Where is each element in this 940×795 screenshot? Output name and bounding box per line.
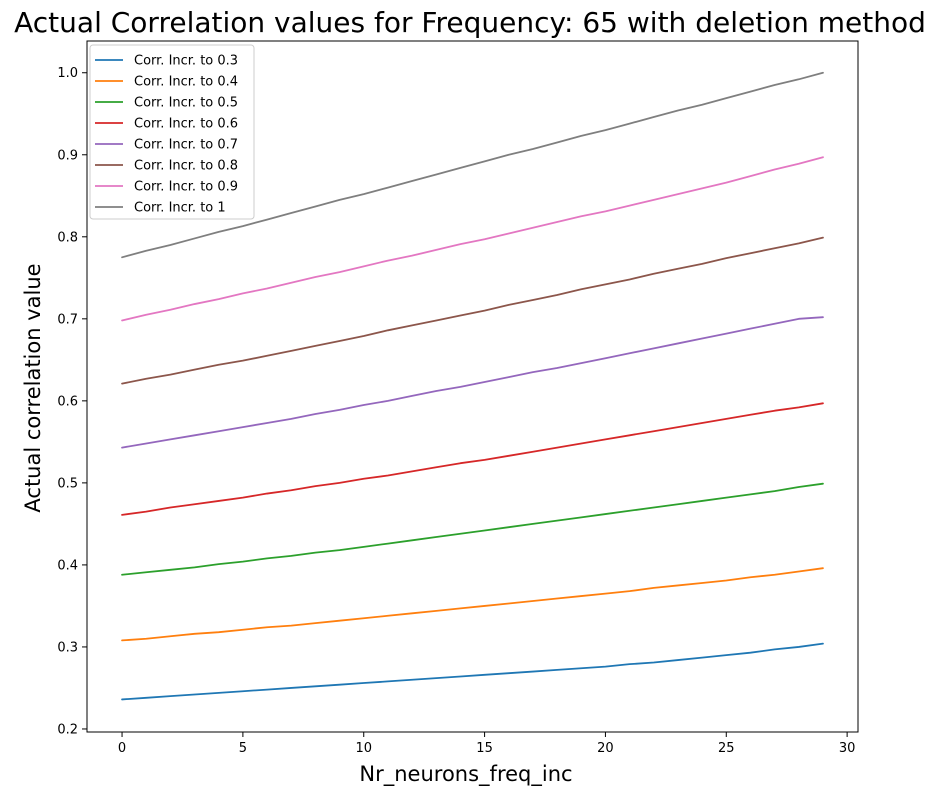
series-line-8 xyxy=(121,71,824,259)
series-line-1 xyxy=(121,642,824,701)
series-line-7 xyxy=(121,156,824,322)
series-layer xyxy=(121,71,824,701)
legend-label-2: Corr. Incr. to 0.4 xyxy=(134,75,238,90)
y-tick-label: 0.5 xyxy=(57,476,78,491)
x-tick-label: 0 xyxy=(118,741,126,756)
series-line-4 xyxy=(121,402,824,516)
series-line-6 xyxy=(121,236,824,385)
y-tick-label: 0.9 xyxy=(57,148,78,163)
x-tick-label: 25 xyxy=(718,741,735,756)
series-line-3 xyxy=(121,482,824,576)
legend-frame xyxy=(89,44,255,220)
x-tick-label: 20 xyxy=(597,741,614,756)
y-tick-label: 0.6 xyxy=(57,394,78,409)
legend-label-3: Corr. Incr. to 0.5 xyxy=(134,96,238,111)
x-axis: 0 5 10 15 20 25 30 xyxy=(118,732,855,756)
series-line-2 xyxy=(121,567,824,642)
y-tick-label: 0.4 xyxy=(57,558,78,573)
x-tick-label: 10 xyxy=(355,741,372,756)
legend-label-4: Corr. Incr. to 0.6 xyxy=(134,117,238,132)
y-tick-label: 0.8 xyxy=(57,230,78,245)
legend-label-7: Corr. Incr. to 0.9 xyxy=(134,180,238,195)
y-tick-label: 0.3 xyxy=(57,640,78,655)
x-tick-label: 5 xyxy=(239,741,247,756)
legend-label-5: Corr. Incr. to 0.7 xyxy=(134,138,238,153)
x-axis-title: Nr_neurons_freq_inc xyxy=(359,762,572,787)
x-tick-label: 15 xyxy=(476,741,493,756)
y-tick-label: 0.7 xyxy=(57,312,78,327)
legend-label-1: Corr. Incr. to 0.3 xyxy=(134,54,238,69)
y-tick-label: 1.0 xyxy=(57,66,78,81)
chart-title: Actual Correlation values for Frequency:… xyxy=(14,6,926,39)
series-line-5 xyxy=(121,316,824,449)
y-tick-label: 0.2 xyxy=(57,722,78,737)
legend-label-8: Corr. Incr. to 1 xyxy=(134,201,226,216)
legend: Corr. Incr. to 0.3 Corr. Incr. to 0.4 Corr… xyxy=(89,44,255,220)
legend-label-6: Corr. Incr. to 0.8 xyxy=(134,159,238,174)
x-tick-label: 30 xyxy=(839,741,856,756)
y-axis-title: Actual correlation value xyxy=(21,263,45,512)
y-axis: 0.2 0.3 0.4 0.5 0.6 0.7 0.8 0.9 1.0 xyxy=(57,66,87,737)
